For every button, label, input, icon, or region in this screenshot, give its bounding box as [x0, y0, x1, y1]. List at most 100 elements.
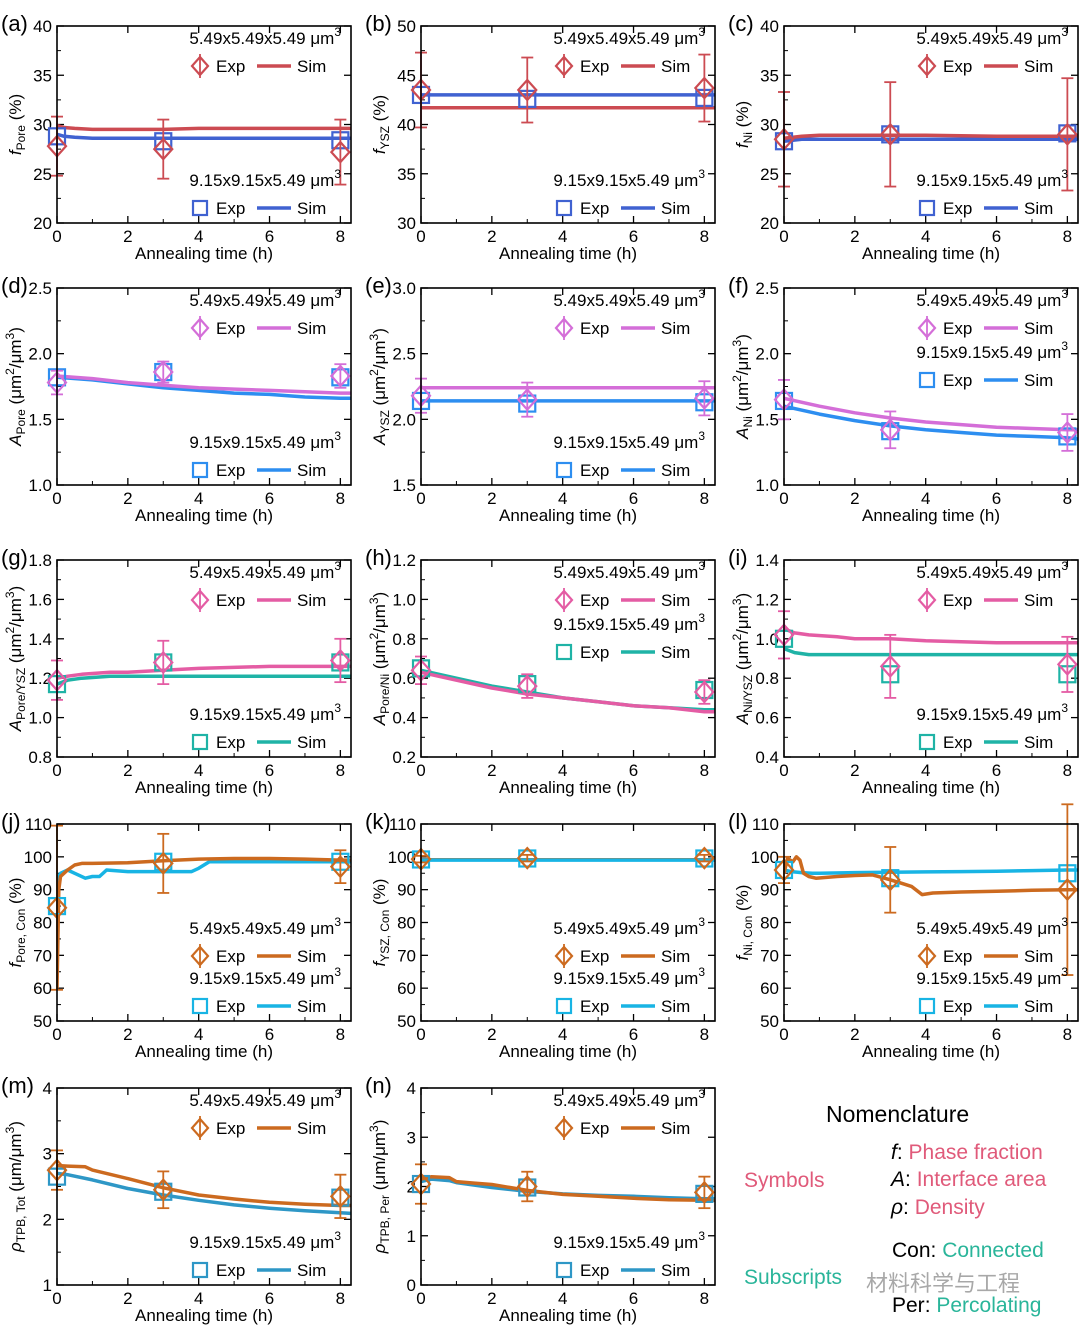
y-tick-label: 0.8 [392, 630, 416, 649]
panel-l: (l) 50 60 70 80 90 100 110 0 2 4 6 8 Annealing time (… [728, 803, 1079, 1061]
legend-title-sup: 3 [1061, 701, 1068, 715]
y-label-unit: (μm/μm [6, 1133, 25, 1196]
plot-area [784, 855, 1078, 897]
legend-title: 5.49x5.49x5.49 μm3 [189, 915, 341, 938]
y-tick-label: 35 [397, 165, 416, 184]
y-label-unit: (%) [370, 95, 389, 126]
legend-exp-label: Exp [943, 591, 972, 610]
exp-point [516, 846, 538, 870]
panel-label: (f) [728, 273, 749, 298]
y-tick-label: 110 [752, 815, 779, 834]
y-tick-label: 2.5 [392, 345, 416, 364]
legend-exp-marker [555, 1261, 573, 1279]
y-label-unit: 3 [367, 1125, 381, 1132]
y-tick-label: 0.6 [392, 669, 416, 688]
x-tick-label: 8 [1063, 489, 1072, 508]
legend-title-text: 5.49x5.49x5.49 μm [553, 563, 698, 582]
legend-title-sup: 3 [698, 25, 705, 39]
y-tick-label: 4 [407, 1079, 416, 1098]
panel-label: (d) [1, 273, 28, 298]
con-description: Connected [942, 1239, 1044, 1262]
legend-large-rve: 9.15x9.15x5.49 μm3 Exp Sim [189, 965, 341, 1016]
y-tick-label: 30 [33, 116, 52, 135]
x-tick-label: 8 [700, 1289, 709, 1308]
legend-title: 5.49x5.49x5.49 μm3 [189, 25, 341, 48]
legend-title-sup: 3 [698, 611, 705, 625]
legend-title: 9.15x9.15x5.49 μm3 [553, 429, 705, 452]
y-axis-label: AYSZ (μm2/μm3) [367, 328, 392, 446]
con-abbr: Con [892, 1239, 931, 1262]
plot-frame [783, 25, 1079, 224]
legend-exp-marker [191, 733, 209, 751]
legend-exp-label: Exp [216, 1119, 245, 1138]
y-label-symbol: A [733, 713, 752, 725]
y-label-unit: (μm [6, 634, 25, 668]
legend-title: 9.15x9.15x5.49 μm3 [553, 611, 705, 634]
y-label-subscript: TPB, Tot [14, 1196, 28, 1242]
panel-label: (i) [728, 545, 748, 570]
legend-title-sup: 3 [698, 965, 705, 979]
y-label-unit: /μm [6, 339, 25, 368]
y-label-unit: 2 [3, 368, 17, 375]
legend-exp-marker [918, 371, 936, 389]
legend-title-text: 5.49x5.49x5.49 μm [916, 29, 1061, 48]
exp-point [329, 364, 351, 388]
legend-exp-label: Exp [580, 643, 609, 662]
exp-point [516, 674, 538, 698]
legend-exp-label: Exp [580, 57, 609, 76]
legend-small-rve: 5.49x5.49x5.49 μm3 Exp Sim [916, 25, 1068, 78]
legend-exp-marker [555, 643, 573, 661]
panel-f: (f) 1.0 1.5 2.0 2.5 0 2 4 6 8 Annealing time (h) AN… [728, 273, 1079, 525]
y-label-unit: 3 [730, 339, 744, 346]
legend-title-text: 5.49x5.49x5.49 μm [916, 919, 1061, 938]
plot-area [421, 668, 715, 714]
x-tick-label: 8 [700, 489, 709, 508]
y-label-symbol: A [6, 435, 25, 447]
legend-large-rve: 9.15x9.15x5.49 μm3 Exp Sim [189, 1229, 341, 1280]
y-label-unit: 3 [3, 1126, 17, 1133]
y-label-symbol: f [6, 960, 25, 967]
x-tick-label: 2 [487, 489, 496, 508]
legend-small-rve: 5.49x5.49x5.49 μm3 Exp Sim [189, 287, 341, 340]
x-axis-label: Annealing time (h) [499, 1306, 637, 1325]
plot-area [57, 123, 351, 141]
legend-title: 5.49x5.49x5.49 μm3 [916, 559, 1068, 582]
legend-title-text: 5.49x5.49x5.49 μm [916, 291, 1061, 310]
panel-i: (i) 0.4 0.6 0.8 1.0 1.2 1.4 0 2 4 6 8 Annealing time… [728, 545, 1079, 797]
x-tick-label: 0 [416, 761, 425, 780]
legend-exp-label: Exp [580, 199, 609, 218]
x-tick-label: 4 [558, 1289, 567, 1308]
x-tick-label: 2 [850, 227, 859, 246]
x-tick-label: 0 [779, 227, 788, 246]
x-tick-label: 2 [123, 1289, 132, 1308]
x-tick-label: 6 [629, 1025, 638, 1044]
nomenclature-title: Nomenclature [826, 1101, 970, 1127]
legend-sim-label: Sim [661, 947, 690, 966]
legend-small-rve: 5.49x5.49x5.49 μm3 Exp Sim [189, 915, 341, 968]
y-label-subscript: Ni/YSZ [741, 675, 755, 713]
x-tick-label: 0 [416, 1289, 425, 1308]
exp-point [693, 76, 715, 100]
y-label-unit: /μm [6, 598, 25, 627]
exp-point [879, 418, 901, 442]
y-tick-label: 110 [389, 815, 416, 834]
legend-title-text: 9.15x9.15x5.49 μm [553, 433, 698, 452]
legend-title-sup: 3 [1061, 339, 1068, 353]
x-axis-label: Annealing time (h) [135, 1042, 273, 1061]
y-label-unit: (μm/μm [370, 1132, 389, 1195]
legend-exp-marker [918, 199, 936, 217]
plot-area [57, 374, 351, 401]
legend-sim-label: Sim [1024, 947, 1053, 966]
legend-exp-label: Exp [580, 1119, 609, 1138]
sim-line [784, 646, 1078, 657]
legend-title: 9.15x9.15x5.49 μm3 [916, 339, 1068, 362]
y-axis-label: APore (μm2/μm3) [3, 327, 28, 447]
legend-large-rve: 9.15x9.15x5.49 μm3 Exp Sim [916, 965, 1068, 1016]
rho-description: Density [914, 1196, 985, 1219]
y-tick-label: 1.5 [28, 410, 52, 429]
panel-label: (g) [1, 545, 28, 570]
legend-title: 5.49x5.49x5.49 μm3 [916, 287, 1068, 310]
legend-title: 5.49x5.49x5.49 μm3 [189, 287, 341, 310]
legend-title: 5.49x5.49x5.49 μm3 [553, 287, 705, 310]
legend-title-text: 5.49x5.49x5.49 μm [189, 919, 334, 938]
